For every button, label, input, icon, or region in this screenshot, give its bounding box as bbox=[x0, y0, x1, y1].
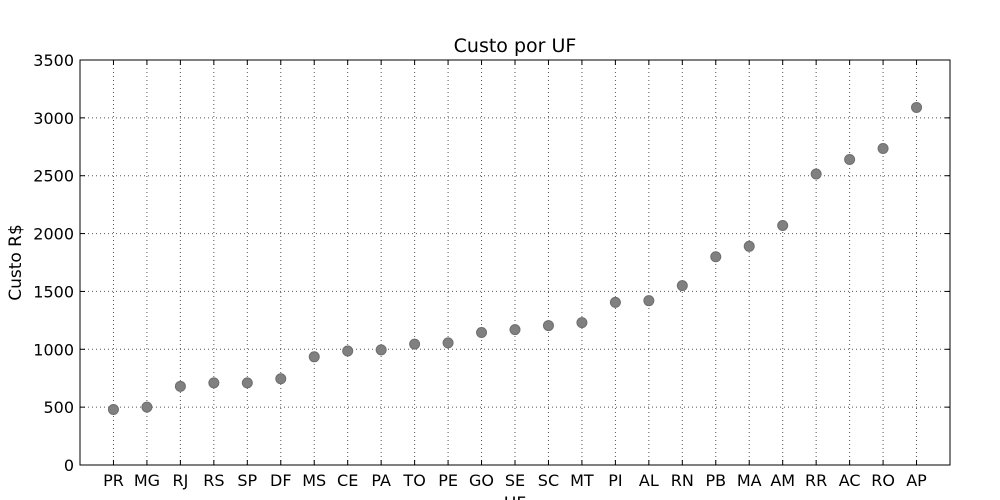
data-point bbox=[576, 317, 588, 329]
data-point bbox=[743, 240, 755, 252]
y-tick-label: 3000 bbox=[33, 109, 74, 128]
x-tick-label: PA bbox=[371, 471, 391, 490]
x-tick-label: RN bbox=[671, 471, 694, 490]
data-points bbox=[107, 101, 923, 415]
x-tick-label: AL bbox=[639, 471, 659, 490]
data-point bbox=[911, 101, 923, 113]
data-point bbox=[342, 345, 354, 357]
data-point bbox=[710, 251, 722, 263]
data-point bbox=[810, 168, 822, 180]
x-tick-label: PB bbox=[705, 471, 726, 490]
tick-labels: 0 500 1000 1500 2000 2500 3000 3500 PR MG RJ RS SP DF… bbox=[33, 51, 927, 490]
x-tick-label: MS bbox=[302, 471, 326, 490]
data-point bbox=[208, 377, 220, 389]
data-point bbox=[308, 351, 320, 363]
y-axis-label: Custo R$ bbox=[6, 224, 26, 301]
data-point bbox=[409, 338, 421, 350]
x-tick-label: TO bbox=[402, 471, 425, 490]
data-point bbox=[476, 327, 488, 339]
x-tick-label: MG bbox=[134, 471, 160, 490]
x-tick-label: AC bbox=[839, 471, 861, 490]
data-point bbox=[643, 295, 655, 307]
data-point bbox=[844, 154, 856, 166]
x-tick-label: RO bbox=[871, 471, 895, 490]
x-tick-label: RR bbox=[805, 471, 827, 490]
x-tick-label: SE bbox=[505, 471, 525, 490]
data-point bbox=[107, 403, 119, 415]
data-point bbox=[542, 320, 554, 332]
data-point bbox=[241, 377, 253, 389]
x-tick-label: MT bbox=[570, 471, 594, 490]
x-tick-label: RS bbox=[203, 471, 224, 490]
x-tick-label: RJ bbox=[172, 471, 188, 490]
data-point bbox=[174, 380, 186, 392]
data-point bbox=[275, 373, 287, 385]
x-tick-label: CE bbox=[337, 471, 358, 490]
y-tick-label: 3500 bbox=[33, 51, 74, 70]
x-tick-label: MA bbox=[737, 471, 762, 490]
chart-title: Custo por UF bbox=[454, 35, 577, 57]
x-tick-label: AP bbox=[906, 471, 927, 490]
data-point bbox=[141, 401, 153, 413]
x-tick-label: PE bbox=[438, 471, 458, 490]
x-tick-label: DF bbox=[270, 471, 292, 490]
axis-ticks bbox=[80, 59, 950, 466]
data-point bbox=[375, 344, 387, 356]
y-tick-label: 1000 bbox=[33, 340, 74, 359]
x-tick-label: SP bbox=[237, 471, 257, 490]
x-tick-label: PI bbox=[608, 471, 622, 490]
x-tick-label: AM bbox=[770, 471, 795, 490]
data-point bbox=[509, 324, 521, 336]
y-tick-label: 2000 bbox=[33, 225, 74, 244]
data-point bbox=[877, 143, 889, 155]
data-point bbox=[442, 337, 454, 349]
y-tick-label: 2500 bbox=[33, 167, 74, 186]
x-tick-label: GO bbox=[469, 471, 494, 490]
data-point bbox=[777, 219, 789, 231]
grid bbox=[80, 60, 950, 465]
data-point bbox=[676, 280, 688, 292]
y-tick-label: 1500 bbox=[33, 282, 74, 301]
data-point bbox=[609, 296, 621, 308]
x-axis-label: UF bbox=[504, 494, 526, 500]
x-tick-label: SC bbox=[538, 471, 559, 490]
y-tick-label: 500 bbox=[43, 398, 74, 417]
x-tick-label: PR bbox=[103, 471, 124, 490]
y-tick-label: 0 bbox=[64, 456, 74, 475]
